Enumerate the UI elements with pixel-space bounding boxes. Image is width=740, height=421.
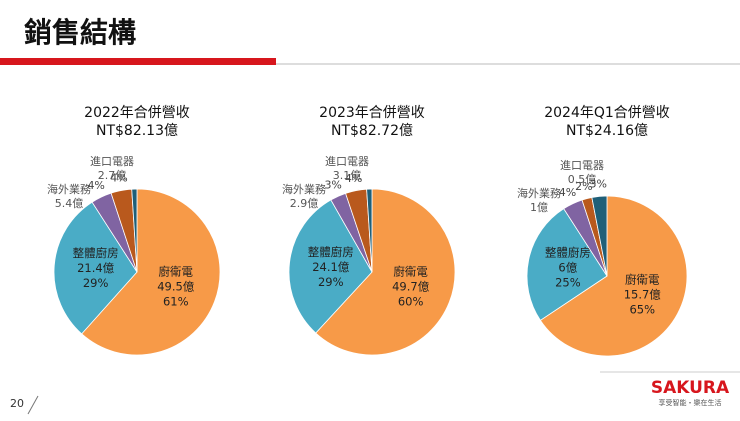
slice-amount: 0.5億	[568, 173, 597, 186]
slice-name: 整體廚房	[73, 246, 119, 260]
slice-amount: 24.1億	[312, 260, 350, 274]
slice-percent: 61%	[163, 294, 189, 308]
pie-slice	[288, 199, 373, 334]
slice-percent: 2%	[575, 180, 592, 193]
slice-amount: 2.9億	[290, 197, 319, 210]
slice-name: 整體廚房	[308, 245, 354, 259]
slice-percent: 29%	[83, 276, 109, 290]
logo-name: SAKURA	[651, 378, 730, 398]
pie-slice	[81, 188, 221, 356]
pie-slice	[539, 195, 688, 357]
slice-percent: 3%	[324, 178, 341, 191]
pie-slice	[366, 188, 373, 273]
slice-amount: 49.7億	[392, 280, 430, 294]
chart-title: 2023年合併營收	[319, 105, 425, 121]
slice-percent: 4%	[559, 186, 576, 199]
pie-slice	[315, 188, 456, 356]
slide-title: 銷售結構	[24, 16, 136, 49]
slice-name: 整體廚房	[545, 245, 591, 259]
slice-amount: 5.4億	[55, 197, 84, 210]
slice-amount: 49.5億	[157, 279, 195, 293]
chart-subtitle: NT$82.72億	[331, 123, 413, 139]
slice-name: 廚衛電	[159, 264, 194, 278]
slice-percent: 60%	[398, 295, 424, 309]
page-slash	[27, 395, 39, 415]
chart-title: 2024年Q1合併營收	[544, 105, 670, 121]
chart-subtitle: NT$24.16億	[566, 123, 648, 139]
slice-name: 廚衛電	[393, 265, 428, 279]
slice-percent: 4%	[87, 179, 104, 192]
slice-percent: 29%	[318, 275, 344, 289]
chart-title: 2022年合併營收	[84, 105, 190, 121]
title-bar	[0, 58, 276, 65]
slice-name: 海外業務	[282, 182, 326, 196]
slice-percent: 25%	[555, 275, 581, 289]
pie-slice	[131, 188, 138, 273]
logo-tagline: 享受智能・樂在生活	[659, 398, 722, 407]
pie-slice	[591, 195, 608, 277]
page-number: 20	[10, 397, 24, 410]
slice-percent: 4%	[110, 172, 127, 185]
slice-percent: 65%	[629, 302, 655, 316]
slice-name: 進口電器	[325, 155, 369, 168]
slice-amount: 21.4億	[77, 261, 115, 275]
slice-amount: 6億	[558, 260, 577, 274]
slice-amount: 2.7億	[98, 169, 127, 182]
slice-percent: 3%	[590, 177, 607, 190]
slice-amount: 1億	[530, 201, 548, 214]
slice-amount: 15.7億	[624, 287, 662, 301]
slice-name: 廚衛電	[625, 272, 660, 286]
slice-name: 進口電器	[90, 155, 134, 168]
chart-subtitle: NT$82.13億	[96, 123, 178, 139]
pie-slice	[53, 201, 138, 335]
slice-name: 海外業務	[47, 182, 91, 196]
slice-percent: 4%	[345, 172, 362, 185]
slice-name: 進口電器	[560, 159, 604, 172]
slice-name: 海外業務	[517, 186, 561, 200]
pie-slice	[526, 208, 608, 321]
slice-amount: 3.1億	[333, 169, 362, 182]
